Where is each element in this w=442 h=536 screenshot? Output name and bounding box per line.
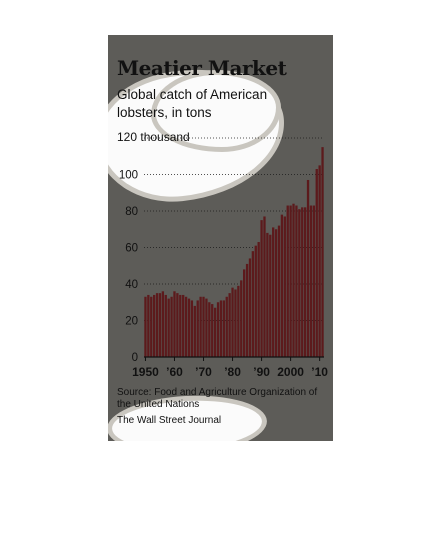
y-tick-label: 40 bbox=[125, 279, 138, 291]
bar bbox=[251, 251, 255, 357]
bar bbox=[225, 296, 228, 357]
bar bbox=[243, 269, 246, 357]
bar bbox=[173, 291, 176, 357]
bar bbox=[318, 165, 321, 357]
x-tick-label: ’90 bbox=[253, 365, 270, 379]
bar bbox=[272, 227, 275, 357]
bar bbox=[208, 302, 211, 357]
bar bbox=[263, 216, 266, 357]
bar bbox=[321, 147, 324, 357]
bar bbox=[213, 307, 217, 357]
x-tick-label: 2000 bbox=[277, 365, 304, 379]
bar bbox=[211, 304, 214, 357]
bar bbox=[190, 300, 194, 357]
bar bbox=[176, 293, 179, 357]
bar bbox=[167, 298, 170, 357]
bar bbox=[193, 305, 196, 357]
x-tick-label: ’80 bbox=[224, 365, 241, 379]
bar bbox=[248, 258, 252, 357]
y-tick-label: 0 bbox=[132, 352, 138, 364]
white-highlight-blob bbox=[156, 75, 276, 147]
bar bbox=[277, 225, 281, 357]
bar bbox=[219, 300, 223, 357]
bar bbox=[283, 216, 286, 357]
x-tick-label: ’10 bbox=[311, 365, 328, 379]
bar bbox=[158, 293, 162, 357]
chart-title: Meatier Market bbox=[117, 56, 287, 80]
bar bbox=[274, 229, 278, 357]
bar bbox=[245, 263, 249, 357]
bar bbox=[260, 220, 263, 357]
bar bbox=[237, 285, 240, 357]
bar bbox=[155, 293, 159, 357]
bar bbox=[286, 205, 289, 357]
bar bbox=[170, 296, 173, 357]
bar bbox=[205, 298, 208, 357]
bar bbox=[306, 179, 310, 357]
bar bbox=[161, 291, 165, 357]
bar bbox=[147, 294, 150, 357]
bar bbox=[144, 296, 147, 357]
bar bbox=[240, 280, 243, 357]
bar bbox=[187, 298, 191, 357]
bar bbox=[289, 205, 292, 357]
source-note: Source: Food and Agriculture Organizatio… bbox=[117, 387, 318, 410]
chart-card: Meatier Market Global catch of American … bbox=[108, 35, 333, 441]
y-tick-label: 80 bbox=[125, 206, 138, 218]
bar bbox=[301, 207, 304, 357]
bar bbox=[254, 245, 257, 357]
bar bbox=[312, 205, 315, 357]
chart-subtitle: Global catch of American lobsters, in to… bbox=[117, 87, 268, 120]
bar bbox=[216, 302, 220, 357]
bar bbox=[234, 289, 237, 357]
y-tick-label: 20 bbox=[125, 316, 138, 328]
bar bbox=[231, 287, 234, 357]
bar bbox=[179, 294, 182, 357]
bar bbox=[199, 296, 202, 357]
unit-label: 120 thousand bbox=[117, 130, 190, 144]
bar bbox=[222, 300, 225, 357]
bar bbox=[303, 207, 307, 357]
bar bbox=[280, 214, 284, 357]
chart-plot: 0 20 40 60 80 100 1950 ’60 ’70 ’80 ’90 2000 ’10 bbox=[119, 137, 328, 379]
bar bbox=[184, 296, 188, 357]
bar bbox=[164, 294, 167, 357]
bar bbox=[228, 293, 231, 357]
bar bbox=[153, 294, 156, 357]
bar bbox=[298, 209, 301, 357]
bar bbox=[182, 294, 185, 357]
x-tick-label: ’70 bbox=[195, 365, 212, 379]
bar bbox=[309, 205, 313, 357]
bar bbox=[266, 232, 269, 357]
x-tick-label: 1950 bbox=[132, 365, 159, 379]
bar bbox=[257, 242, 260, 357]
bar bbox=[292, 203, 295, 357]
bar bbox=[202, 296, 205, 357]
y-tick-label: 100 bbox=[119, 170, 138, 182]
y-tick-label: 60 bbox=[125, 243, 138, 255]
credit-note: The Wall Street Journal bbox=[117, 415, 222, 426]
bar bbox=[295, 205, 298, 357]
bar bbox=[269, 234, 272, 357]
x-tick-label: ’60 bbox=[166, 365, 183, 379]
bar bbox=[150, 296, 153, 357]
bar bbox=[196, 300, 199, 357]
bar bbox=[315, 169, 318, 357]
